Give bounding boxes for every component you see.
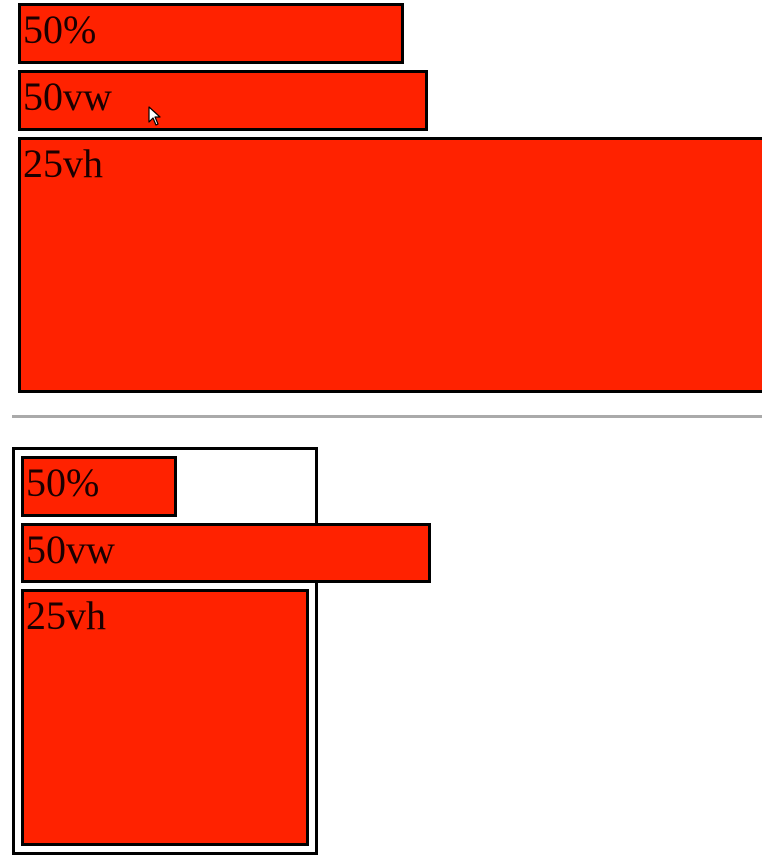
- bottom-box-25vh: 25vh: [21, 589, 309, 846]
- top-box-50vw-label: 50vw: [23, 74, 112, 119]
- section-divider: [12, 415, 762, 418]
- bottom-box-50-percent: 50%: [21, 456, 177, 517]
- top-box-50-percent-label: 50%: [23, 7, 97, 52]
- top-box-25vh: 25vh: [18, 137, 762, 393]
- bordered-container: [12, 447, 318, 855]
- top-box-50vw: 50vw: [18, 70, 428, 131]
- top-box-50-percent: 50%: [18, 3, 404, 64]
- bottom-box-50vw-label: 50vw: [26, 527, 115, 572]
- top-box-25vh-label: 25vh: [23, 141, 103, 186]
- bottom-box-25vh-label: 25vh: [26, 593, 106, 638]
- bottom-box-50vw: 50vw: [21, 523, 431, 583]
- bottom-box-50-percent-label: 50%: [26, 460, 100, 505]
- arrow-pointer-icon: [148, 106, 161, 126]
